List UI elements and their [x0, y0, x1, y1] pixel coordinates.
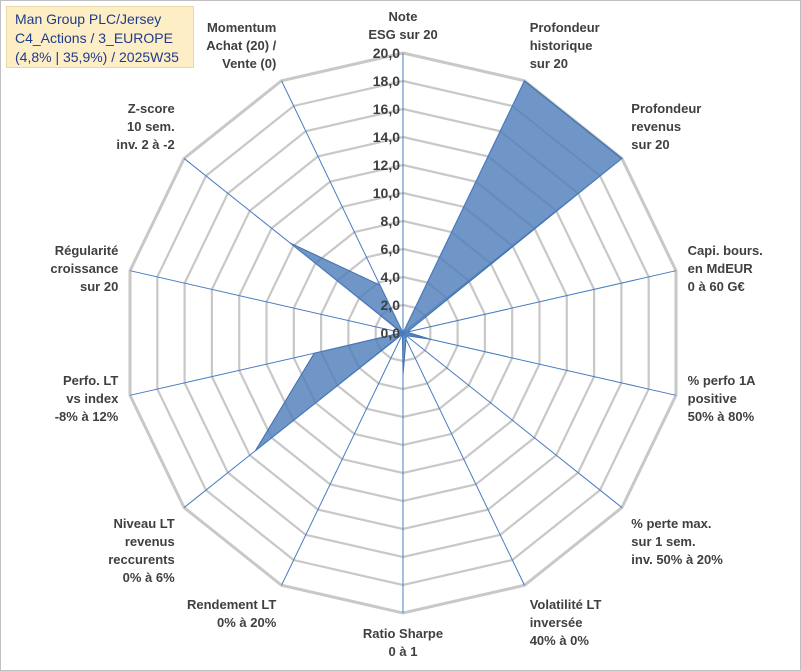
axis-label-line: Z-score: [128, 101, 175, 116]
axis-label-line: 40% à 0%: [530, 633, 590, 648]
axis-spoke: [402, 332, 623, 508]
axis-label-line: Capi. bours.: [688, 243, 763, 258]
axis-label-line: 10 sem.: [127, 119, 175, 134]
axis-label-line: sur 1 sem.: [631, 534, 695, 549]
axis-spoke: [402, 270, 677, 334]
axis-label-line: -8% à 12%: [55, 409, 119, 424]
axis-label-line: 0 à 60 G€: [688, 279, 745, 294]
axis-label: Profondeur revenus sur 20: [631, 101, 701, 152]
axis-label-line: historique: [530, 38, 593, 53]
axis-label-line: 50% à 80%: [688, 409, 755, 424]
tick-label: 18,0: [373, 73, 400, 89]
tick-label: 16,0: [373, 101, 400, 117]
radar-series: [254, 79, 623, 452]
axis-spoke: [402, 332, 677, 396]
tick-label: 10,0: [373, 185, 400, 201]
axis-label: Ratio Sharpe 0 à 1: [363, 626, 443, 659]
axis-label-line: 0% à 6%: [123, 570, 175, 585]
axis-spoke: [129, 270, 404, 334]
radar-axis-labels: Note ESG sur 20 Profondeur historique sur 20…: [50, 9, 762, 659]
tick-label: 20,0: [373, 45, 400, 61]
axis-label-line: Achat (20) /: [206, 38, 276, 53]
axis-label-line: Régularité: [55, 243, 119, 258]
axis-spoke: [183, 158, 404, 334]
title-category: C4_Actions / 3_EUROPE: [15, 30, 173, 46]
axis-label: % perte max. sur 1 sem. inv. 50% à 20%: [631, 516, 723, 567]
axis-label: Z-score 10 sem. inv. 2 à -2: [116, 101, 174, 152]
axis-label-line: croissance: [50, 261, 118, 276]
axis-spoke: [129, 332, 404, 396]
axis-spoke: [281, 80, 404, 334]
radar-tick-labels: 0,0 2,0 4,0 6,0 8,0 10,0 12,0 14,0 16,0 18,0 20,0: [373, 45, 400, 341]
axis-label-line: Profondeur: [530, 20, 600, 35]
tick-label: 0,0: [381, 325, 401, 341]
axis-label: Note ESG sur 20: [368, 9, 437, 42]
axis-label-line: sur 20: [530, 56, 568, 71]
axis-spoke: [402, 80, 525, 334]
title-stats: (4,8% | 35,9%) / 2025W35: [15, 49, 179, 65]
axis-spoke: [402, 158, 623, 334]
axis-label: Capi. bours. en MdEUR 0 à 60 G€: [688, 243, 763, 294]
tick-label: 6,0: [381, 241, 401, 257]
axis-label: Régularité croissance sur 20: [50, 243, 118, 294]
axis-label-line: Volatilité LT: [530, 597, 602, 612]
radar-axes: [129, 53, 677, 613]
axis-label: Niveau LT revenus reccurents 0% à 6%: [108, 516, 175, 585]
axis-label-line: reccurents: [108, 552, 174, 567]
axis-label-line: inv. 2 à -2: [116, 137, 174, 152]
axis-label-line: Vente (0): [222, 56, 276, 71]
axis-label-line: Rendement LT: [187, 597, 276, 612]
axis-label-line: 0% à 20%: [217, 615, 277, 630]
axis-label: Momentum Achat (20) / Vente (0): [206, 20, 276, 71]
tick-label: 12,0: [373, 157, 400, 173]
axis-label-line: 0 à 1: [389, 644, 418, 659]
axis-label-line: sur 20: [80, 279, 118, 294]
axis-spoke: [183, 332, 404, 508]
axis-label-line: positive: [688, 391, 737, 406]
axis-spoke: [402, 332, 525, 586]
axis-label: % perfo 1A positive 50% à 80%: [688, 373, 757, 424]
tick-label: 2,0: [381, 297, 401, 313]
axis-label-line: Ratio Sharpe: [363, 626, 443, 641]
axis-label-line: en MdEUR: [688, 261, 754, 276]
axis-label-line: revenus: [125, 534, 175, 549]
tick-label: 14,0: [373, 129, 400, 145]
axis-label-line: sur 20: [631, 137, 669, 152]
axis-label-line: inv. 50% à 20%: [631, 552, 723, 567]
axis-label: Perfo. LT vs index -8% à 12%: [55, 373, 119, 424]
axis-label-line: % perte max.: [631, 516, 711, 531]
axis-label: Profondeur historique sur 20: [530, 20, 600, 71]
axis-label-line: Perfo. LT: [63, 373, 118, 388]
axis-label-line: Profondeur: [631, 101, 701, 116]
axis-label-line: Niveau LT: [114, 516, 175, 531]
chart-title-box: Man Group PLC/Jersey C4_Actions / 3_EURO…: [6, 6, 194, 68]
axis-label-line: vs index: [66, 391, 119, 406]
tick-label: 8,0: [381, 213, 401, 229]
axis-label-line: Momentum: [207, 20, 276, 35]
axis-spoke: [281, 332, 404, 586]
tick-label: 4,0: [381, 269, 401, 285]
axis-label: Volatilité LT inversée 40% à 0%: [530, 597, 602, 648]
axis-label-line: Note: [389, 9, 418, 24]
axis-label-line: revenus: [631, 119, 681, 134]
title-company: Man Group PLC/Jersey: [15, 11, 162, 27]
series-area: [254, 79, 623, 452]
axis-label: Rendement LT 0% à 20%: [187, 597, 277, 630]
axis-label-line: % perfo 1A: [688, 373, 757, 388]
axis-label-line: inversée: [530, 615, 583, 630]
axis-label-line: ESG sur 20: [368, 27, 437, 42]
